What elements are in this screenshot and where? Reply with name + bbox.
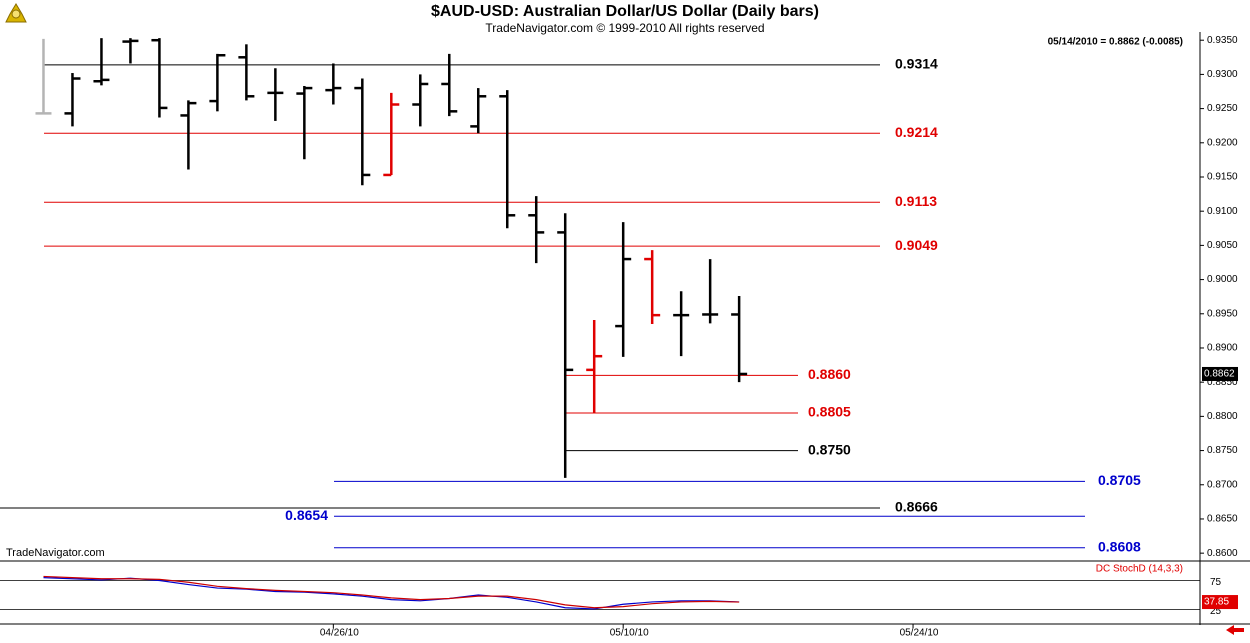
source: TradeNavigator.com (6, 547, 105, 559)
y-tick-label: 0.8600 (1207, 548, 1238, 559)
y-tick-label: 0.9200 (1207, 137, 1238, 148)
level-label: 0.8654 (285, 507, 328, 523)
level-label: 0.9314 (895, 56, 938, 72)
price-badge-label: 0.8862 (1204, 369, 1235, 380)
level-label: 0.8705 (1098, 472, 1141, 488)
y-tick-label: 0.8950 (1207, 308, 1238, 319)
y-tick-label: 0.9100 (1207, 206, 1238, 217)
y-tick-label: 0.9300 (1207, 69, 1238, 80)
stoch-badge-label: 37.85 (1204, 597, 1229, 608)
chart-title: $AUD-USD: Australian Dollar/US Dollar (D… (431, 3, 819, 20)
level-label: 0.8750 (808, 441, 851, 457)
price-badge (1202, 366, 1238, 381)
x-tick-label: 04/26/10 (320, 628, 359, 639)
y-tick-label: 0.9050 (1207, 240, 1238, 251)
logo-icon (5, 3, 27, 23)
level-label: 0.9049 (895, 237, 938, 253)
y-tick-label: 0.9000 (1207, 274, 1238, 285)
x-tick-label: 05/24/10 (900, 628, 939, 639)
stoch-line (43, 575, 740, 609)
x-tick-label: 05/10/10 (610, 628, 649, 639)
quote: 05/14/2010 = 0.8862 (-0.0085) (1048, 37, 1183, 48)
y-tick-label: 0.8800 (1207, 411, 1238, 422)
y-tick-label: 0.8850 (1207, 377, 1238, 388)
indicator-title: DC StochD (14,3,3) (1096, 564, 1183, 575)
y-tick-label: 0.8900 (1207, 343, 1238, 354)
y-tick-label: 0.9250 (1207, 103, 1238, 114)
y-tick-label: 0.9150 (1207, 172, 1238, 183)
chart-subtitle: TradeNavigator.com © 1999-2010 All right… (485, 21, 764, 35)
y-tick-label: 75 (1210, 577, 1222, 588)
stoch-line (43, 577, 740, 610)
y-tick-label: 0.9350 (1207, 35, 1238, 46)
y-tick-label: 0.8750 (1207, 445, 1238, 456)
level-label: 0.8860 (808, 366, 851, 382)
level-label: 0.9113 (895, 193, 937, 209)
scroll-arrow[interactable] (1226, 625, 1244, 635)
level-label: 0.8608 (1098, 538, 1141, 554)
y-tick-label: 0.8700 (1207, 479, 1238, 490)
level-label: 0.9214 (895, 124, 938, 140)
y-tick-label: 25 (1210, 606, 1222, 617)
level-label: 0.8805 (808, 404, 851, 420)
y-tick-label: 0.8650 (1207, 514, 1238, 525)
level-label: 0.8666 (895, 499, 938, 515)
stoch-badge (1202, 595, 1238, 610)
